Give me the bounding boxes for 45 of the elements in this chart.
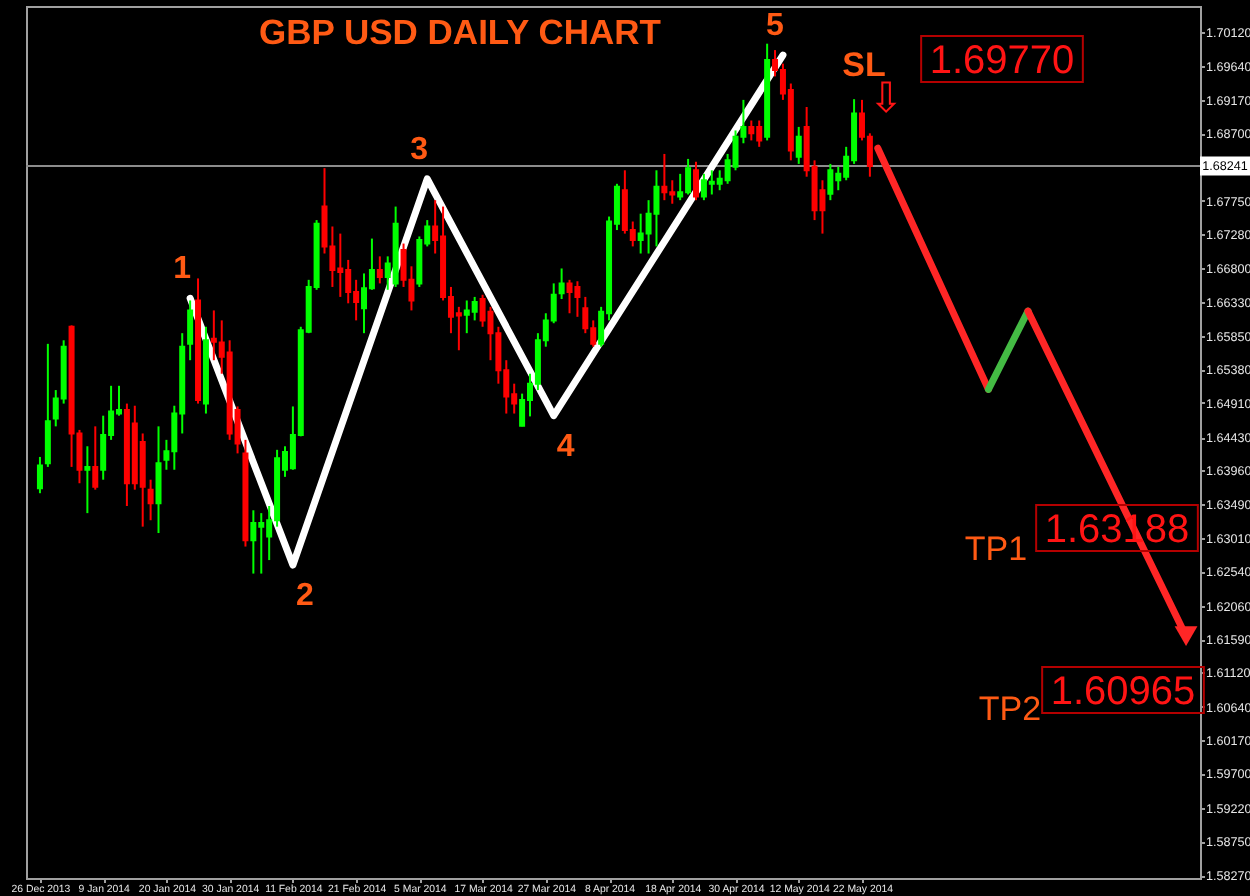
candlestick xyxy=(669,179,676,205)
candlestick xyxy=(558,267,565,301)
candlestick xyxy=(748,119,755,142)
candlestick xyxy=(250,509,257,575)
candlestick xyxy=(92,425,99,491)
annotation: 1.60965 xyxy=(1050,670,1196,714)
annotation: ⇩ xyxy=(868,74,904,123)
annotation: TP1 xyxy=(964,530,1028,568)
annotation: 1 xyxy=(173,252,192,287)
candlestick xyxy=(566,278,573,315)
candlestick xyxy=(677,172,684,202)
candlestick xyxy=(155,425,162,535)
candlestick xyxy=(637,212,644,255)
annotation: 2 xyxy=(295,579,314,614)
candlestick xyxy=(84,445,91,515)
candlestick xyxy=(471,295,478,322)
chart-title: GBP USD DAILY CHART xyxy=(259,12,662,52)
candlestick xyxy=(147,478,154,522)
candlestick xyxy=(187,299,194,362)
candlestick xyxy=(36,455,43,495)
candlestick xyxy=(376,255,383,285)
annotation: 1.69770 xyxy=(929,39,1075,83)
candlestick xyxy=(361,272,368,335)
candlestick xyxy=(685,157,692,196)
candlestick xyxy=(653,169,660,248)
candlestick xyxy=(692,160,699,202)
candlestick xyxy=(708,169,715,196)
candlestick xyxy=(700,172,707,202)
candlestick xyxy=(463,299,470,335)
candlestick xyxy=(100,414,107,481)
annotation: 3 xyxy=(410,132,429,167)
candlestick xyxy=(210,309,217,362)
candlestick xyxy=(661,152,668,202)
annotation: TP2 xyxy=(978,690,1042,728)
candlestick xyxy=(44,342,51,468)
candlestick xyxy=(337,232,344,298)
candlestick xyxy=(345,258,352,305)
candlestick xyxy=(574,280,581,318)
candlestick xyxy=(621,169,628,235)
candlestick xyxy=(795,125,802,165)
annotation: 4 xyxy=(556,429,575,464)
annotation: 5 xyxy=(766,9,785,44)
candlestick xyxy=(827,162,834,202)
candlestick xyxy=(756,119,763,148)
candlestick xyxy=(258,512,265,575)
